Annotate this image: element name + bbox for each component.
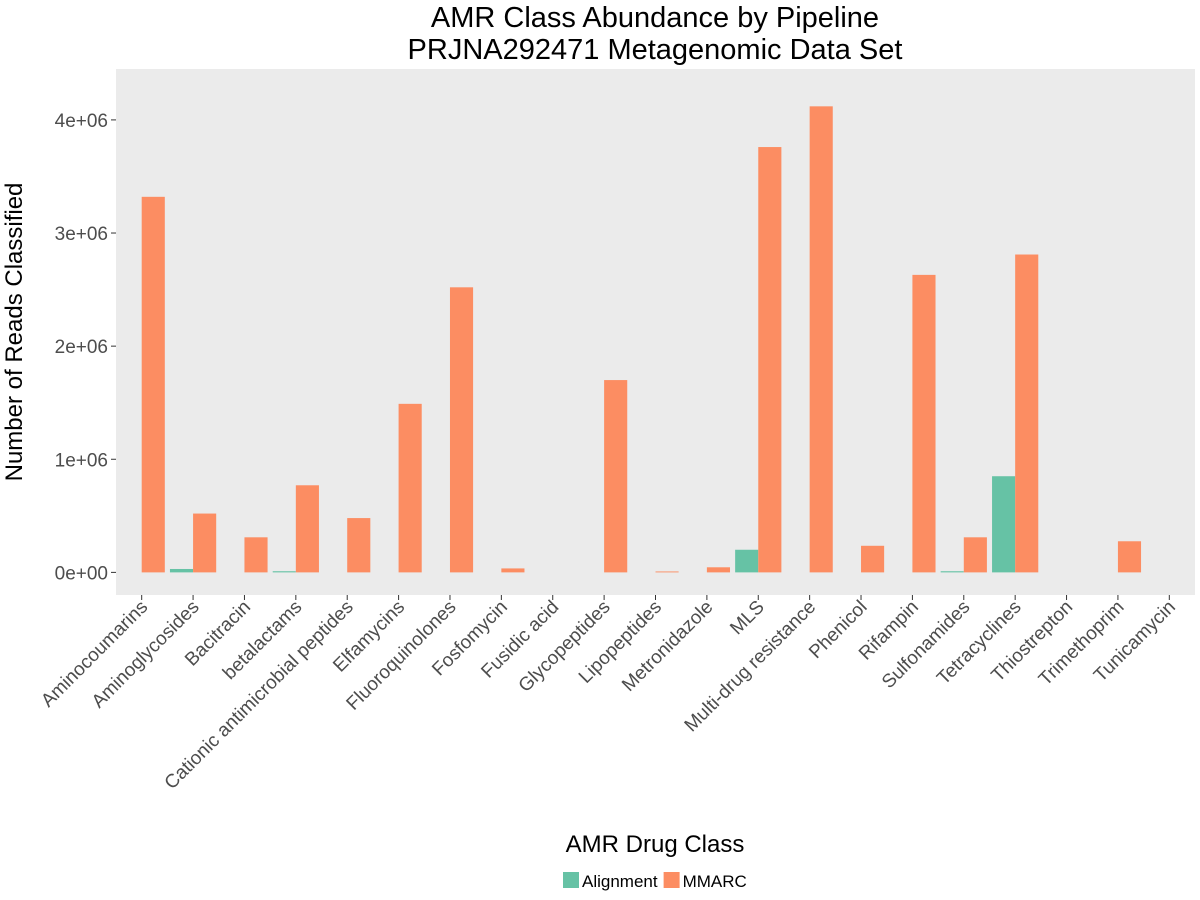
bar-mmarc bbox=[604, 380, 628, 573]
bar-alignment bbox=[169, 568, 194, 573]
bar-mmarc bbox=[1117, 541, 1142, 573]
bar-mmarc bbox=[141, 196, 165, 573]
y-axis-title: Number of Reads Classified bbox=[1, 183, 28, 482]
y-axis: 0e+00 1e+06 2e+06 3e+06 4e+06 bbox=[55, 111, 116, 584]
legend-key-alignment bbox=[563, 872, 579, 888]
chart-title: AMR Class Abundance by Pipeline bbox=[431, 2, 879, 34]
bar-mmarc bbox=[1015, 254, 1039, 573]
legend-label: MMARC bbox=[683, 872, 747, 891]
legend: Alignment MMARC bbox=[563, 872, 747, 891]
bar-mmarc bbox=[193, 513, 217, 573]
bar-mmarc bbox=[706, 567, 731, 573]
bar-mmarc bbox=[758, 147, 782, 573]
x-tick-label: Metronidazole bbox=[618, 597, 717, 696]
bar-mmarc bbox=[861, 545, 885, 573]
y-tick-label: 2e+06 bbox=[55, 337, 108, 358]
x-axis-title: AMR Drug Class bbox=[566, 831, 745, 858]
legend-key-mmarc bbox=[663, 872, 680, 888]
bar-mmarc bbox=[244, 537, 268, 573]
y-tick-label: 1e+06 bbox=[55, 450, 108, 471]
y-tick-label: 3e+06 bbox=[55, 224, 108, 245]
x-axis: AminocoumarinsAminoglycosidesBacitracinb… bbox=[37, 595, 1180, 794]
bar-alignment bbox=[735, 549, 759, 573]
y-tick-label: 0e+00 bbox=[55, 563, 108, 584]
bar-mmarc bbox=[347, 518, 371, 573]
bar-mmarc bbox=[655, 571, 679, 573]
bar-mmarc bbox=[501, 568, 525, 573]
x-tick-label: Cationic antimicrobial peptides bbox=[161, 597, 358, 794]
y-tick-label: 4e+06 bbox=[55, 111, 108, 132]
bars bbox=[141, 106, 1142, 573]
legend-label: Alignment bbox=[582, 872, 658, 891]
bar-alignment bbox=[272, 571, 296, 573]
bar-mmarc bbox=[295, 485, 319, 573]
x-tick-label: Glycopeptides bbox=[515, 597, 615, 697]
bar-alignment bbox=[992, 476, 1016, 573]
bar-mmarc bbox=[449, 287, 474, 573]
x-tick-label: MLS bbox=[726, 597, 768, 639]
chart-subtitle: PRJNA292471 Metagenomic Data Set bbox=[408, 34, 903, 66]
bar-mmarc bbox=[809, 106, 833, 573]
bar-mmarc bbox=[963, 537, 987, 573]
bar-mmarc bbox=[398, 403, 422, 573]
bar-alignment bbox=[940, 571, 964, 573]
bar-mmarc bbox=[912, 274, 936, 573]
